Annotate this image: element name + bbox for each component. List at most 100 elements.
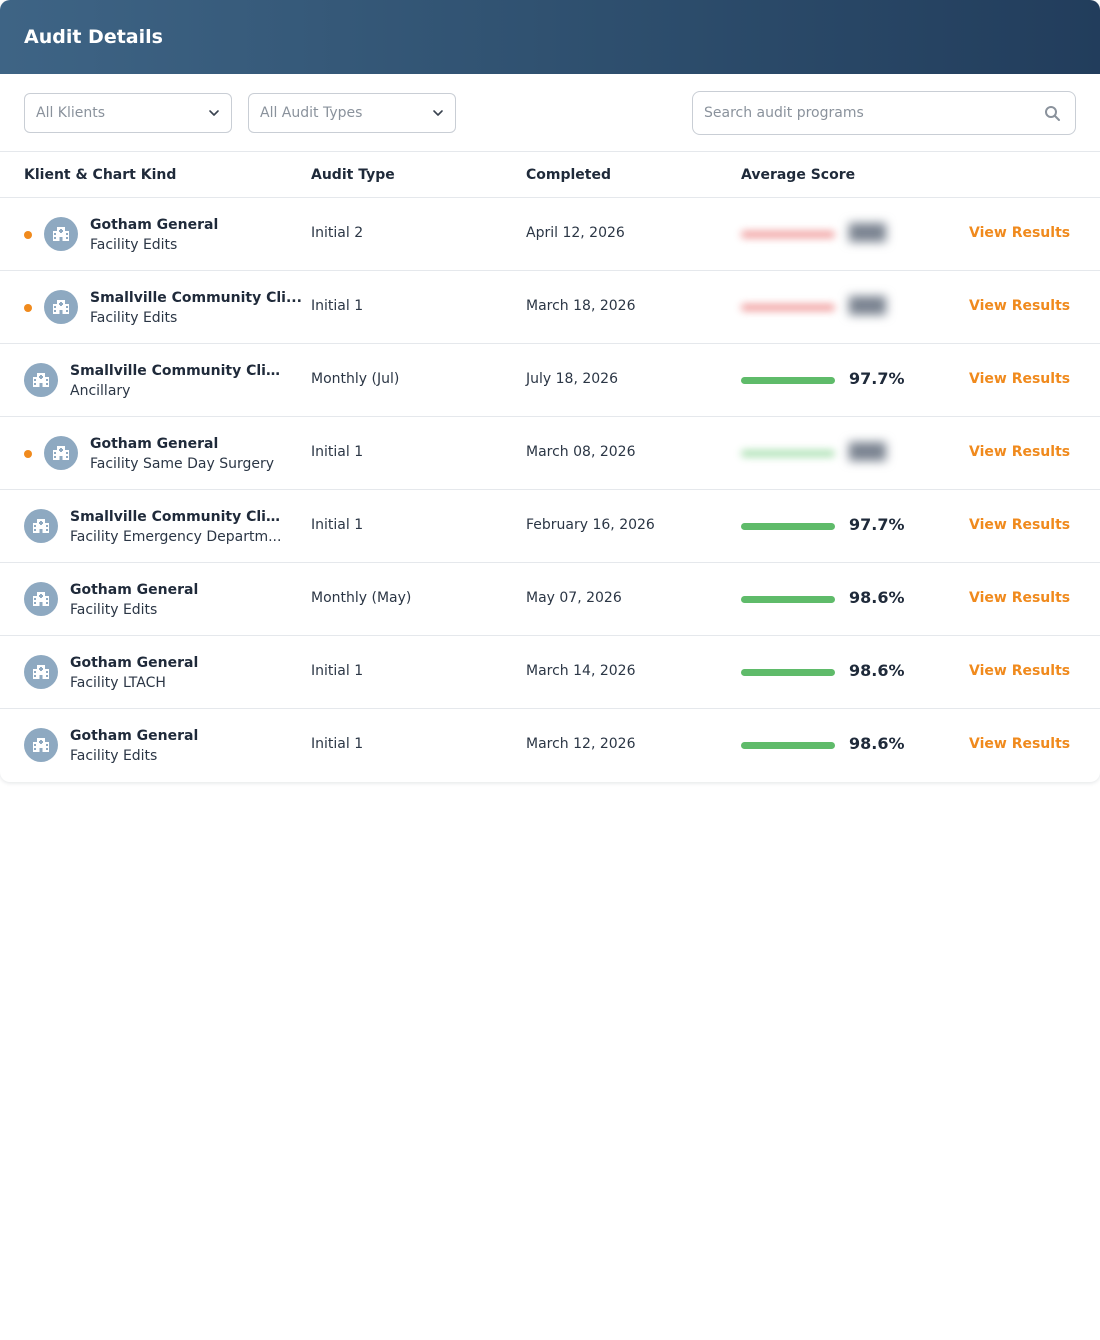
klient-cell: Gotham General Facility Same Day Surgery [90,434,305,474]
klient-name: Gotham General [70,728,199,744]
flag-dot [24,304,32,312]
table-row: Smallville Community Clinic Ancillary Mont… [0,344,1100,417]
audit-type-cell: Monthly (Jul) [311,371,400,387]
score-value: ███ [849,442,886,461]
page-title: Audit Details [24,26,163,48]
score-value: 98.6% [849,588,905,607]
table-row: Gotham General Facility Edits Initial 2 Apr… [0,198,1100,271]
score-bar [741,596,835,603]
score-bar [741,304,835,311]
audit-table-body: Gotham General Facility Edits Initial 2 Apr… [0,198,1100,782]
table-row: Gotham General Facility Edits Initial 1 Mar… [0,709,1100,782]
audit-type-filter-select[interactable]: All Audit Types [248,93,456,133]
view-results-link[interactable]: View Results [969,444,1071,460]
chart-kind: Facility Same Day Surgery [90,456,275,472]
klient-name: Gotham General [70,582,199,598]
table-row: Smallville Community Cli... Facility Edit… [0,271,1100,344]
klient-cell: Gotham General Facility Edits [70,580,285,620]
klient-name: Smallville Community Clinic [70,363,285,379]
table-header: Klient & Chart Kind Audit Type Completed… [0,152,1100,198]
klient-filter-value: All Klients [36,105,106,121]
avatar [24,582,58,616]
completed-cell: May 07, 2026 [526,590,622,606]
search-icon[interactable] [1044,105,1061,122]
score-bar [741,669,835,676]
chart-kind: Ancillary [70,383,131,399]
avatar [44,436,78,470]
audit-type-filter-value: All Audit Types [260,105,363,121]
view-results-link[interactable]: View Results [969,517,1071,533]
building-icon [33,519,49,533]
completed-cell: March 08, 2026 [526,444,636,460]
score-value: ███ [849,296,886,315]
avatar [24,728,58,762]
column-header-audit-type[interactable]: Audit Type [311,167,395,183]
chart-kind: Facility LTACH [70,675,166,691]
klient-filter-select[interactable]: All Klients [24,93,232,133]
filter-toolbar: All Klients All Audit Types [0,74,1100,152]
table-row: Gotham General Facility Edits Monthly (May… [0,563,1100,636]
score-bar [741,523,835,530]
klient-cell: Gotham General Facility LTACH [70,653,285,693]
chart-kind: Facility Edits [70,748,158,764]
klient-name: Gotham General [90,217,219,233]
score-value: ███ [849,223,886,242]
score-bar [741,742,835,749]
flag-dot [24,450,32,458]
building-icon [33,665,49,679]
building-icon [33,738,49,752]
building-icon [53,227,69,241]
view-results-link[interactable]: View Results [969,225,1071,241]
chart-kind: Facility Edits [70,602,158,618]
klient-cell: Gotham General Facility Edits [90,215,305,255]
column-header-average-score[interactable]: Average Score [741,167,856,183]
chart-kind: Facility Edits [90,310,178,326]
card-header: Audit Details [0,0,1100,74]
table-row: Gotham General Facility LTACH Initial 1 Mar… [0,636,1100,709]
score-value: 98.6% [849,661,905,680]
completed-cell: March 18, 2026 [526,298,636,314]
audit-type-cell: Initial 1 [311,444,364,460]
avatar [24,363,58,397]
score-bar [741,231,835,238]
building-icon [53,446,69,460]
column-header-completed[interactable]: Completed [526,167,612,183]
avatar [44,217,78,251]
klient-cell: Smallville Community Cli... Facility Edit… [90,288,305,328]
flag-dot [24,231,32,239]
view-results-link[interactable]: View Results [969,736,1071,752]
audit-type-cell: Monthly (May) [311,590,412,606]
klient-cell: Smallville Community Clinic Facility Emer… [70,507,285,547]
klient-name: Gotham General [70,655,199,671]
chart-kind: Facility Emergency Departm... [70,529,282,545]
klient-cell: Gotham General Facility Edits [70,726,285,766]
chevron-down-icon [433,110,443,116]
building-icon [33,592,49,606]
klient-cell: Smallville Community Clinic Ancillary [70,361,285,401]
completed-cell: March 14, 2026 [526,663,636,679]
view-results-link[interactable]: View Results [969,590,1071,606]
score-value: 97.7% [849,515,905,534]
audit-type-cell: Initial 1 [311,298,364,314]
building-icon [33,373,49,387]
completed-cell: February 16, 2026 [526,517,655,533]
score-value: 98.6% [849,734,905,753]
view-results-link[interactable]: View Results [969,298,1071,314]
column-header-klient[interactable]: Klient & Chart Kind [24,167,177,183]
score-value: 97.7% [849,369,905,388]
completed-cell: July 18, 2026 [526,371,618,387]
audit-details-card: Audit Details All Klients All Audit Type… [0,0,1100,782]
building-icon [53,300,69,314]
completed-cell: March 12, 2026 [526,736,636,752]
audit-type-cell: Initial 2 [311,225,364,241]
view-results-link[interactable]: View Results [969,663,1071,679]
klient-name: Smallville Community Cli... [90,290,302,306]
audit-type-cell: Initial 1 [311,517,364,533]
score-bar [741,377,835,384]
avatar [44,290,78,324]
score-bar [741,450,835,457]
completed-cell: April 12, 2026 [526,225,625,241]
view-results-link[interactable]: View Results [969,371,1071,387]
search-input[interactable] [693,92,1023,134]
search-box [692,91,1076,135]
